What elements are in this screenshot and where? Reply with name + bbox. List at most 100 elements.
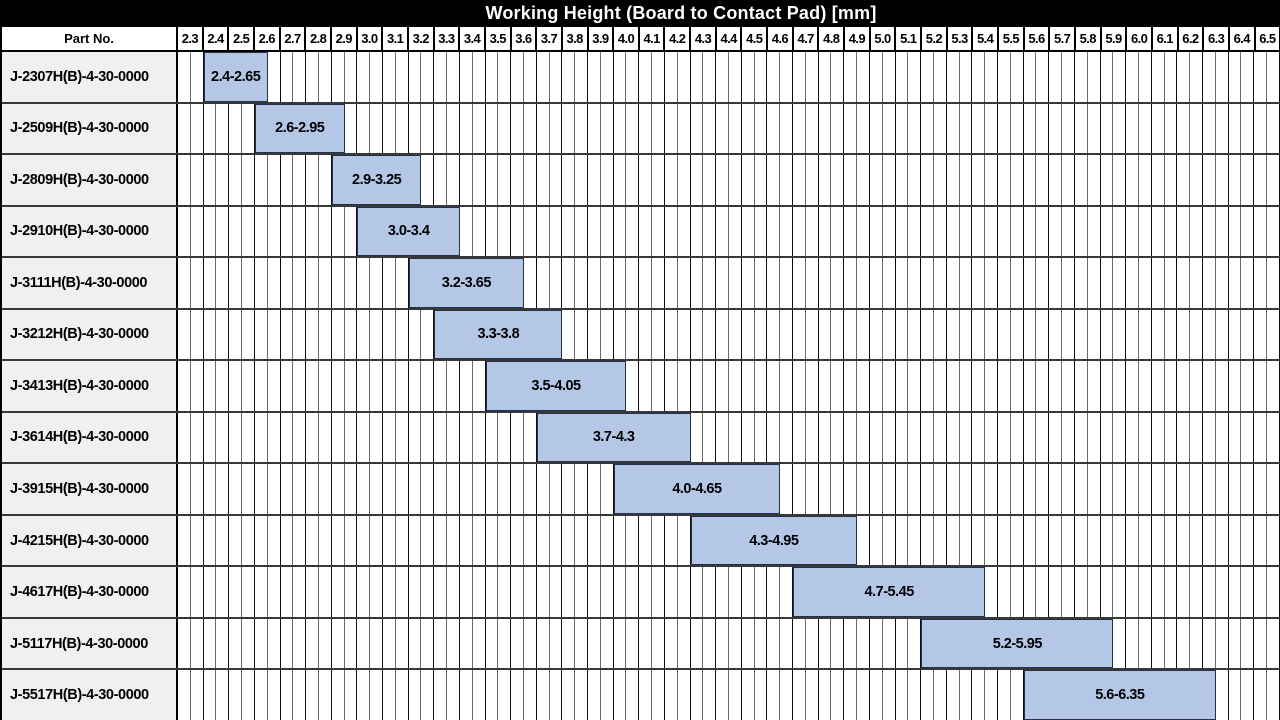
grid-line-cell	[1075, 361, 1088, 411]
grid-line-cell	[729, 103, 742, 154]
grid-line-cell	[293, 155, 307, 205]
grid-line-cell	[883, 670, 896, 720]
chart-body: J-2307H(B)-4-30-0000 2.4-2.65 J-2509H(B)-4…	[2, 52, 1280, 720]
grid-line-cell	[729, 52, 742, 102]
grid-line-cell	[588, 464, 601, 514]
grid-line-cell	[204, 103, 217, 154]
grid-line-cell	[216, 670, 230, 720]
grid-line-cell	[357, 52, 371, 102]
grid-line-cell	[447, 515, 460, 566]
grid-line-cell	[191, 412, 204, 463]
grid-line-cell	[1216, 361, 1229, 411]
grid-line-cell	[998, 361, 1011, 411]
grid-line-cell	[729, 412, 742, 463]
grid-line-cell	[1177, 155, 1191, 205]
grid-line-cell	[1203, 464, 1216, 514]
grid-line-cell	[396, 567, 409, 617]
grid-line-cell	[844, 361, 858, 411]
grid-line-cell	[883, 309, 896, 360]
grid-line-cell	[281, 567, 294, 617]
grid-line-cell	[716, 258, 729, 308]
grid-line-cell	[972, 412, 986, 463]
grid-line-cell	[934, 258, 947, 308]
grid-line-cell	[306, 618, 319, 669]
grid-line-cell	[614, 206, 627, 257]
grid-line-cell	[1049, 361, 1063, 411]
grid-line-cell	[729, 258, 742, 308]
grid-line-cell	[1216, 567, 1229, 617]
grid-line-cell	[383, 670, 396, 720]
table-row: J-3111H(B)-4-30-0000 3.2-3.65	[2, 258, 1280, 310]
grid-line-cell	[626, 309, 640, 360]
grid-line-cell	[819, 464, 832, 514]
grid-line-cell	[1165, 412, 1178, 463]
grid-line-cell	[575, 670, 588, 720]
grid-line-cell	[575, 464, 588, 514]
grid-line-cell	[1062, 567, 1075, 617]
grid-line-cell	[921, 412, 934, 463]
grid-line-cell	[972, 52, 986, 102]
range-bar: 4.7-5.45	[793, 567, 986, 617]
grid-line-cell	[562, 52, 576, 102]
grid-line-cell	[293, 412, 307, 463]
grid-line-cell	[447, 412, 460, 463]
grid-line-cell	[626, 670, 640, 720]
table-row: J-4617H(B)-4-30-0000 4.7-5.45	[2, 567, 1280, 619]
axis-tick-label: 2.5	[229, 27, 255, 50]
grid-line-cell	[652, 309, 665, 360]
grid-line-cell	[1024, 464, 1037, 514]
grid-line-cell	[1177, 206, 1191, 257]
grid-line-cell	[947, 103, 960, 154]
grid-line-cell	[1075, 206, 1088, 257]
grid-line-cell	[1229, 206, 1242, 257]
grid-line-cell	[1113, 618, 1127, 669]
grid-line-cell	[588, 515, 601, 566]
grid-line-cell	[1139, 103, 1152, 154]
grid-line-cell	[1113, 567, 1127, 617]
grid-line-cell	[716, 618, 729, 669]
grid-line-cell	[691, 670, 704, 720]
grid-line-cell	[511, 464, 524, 514]
grid-line-cell	[229, 309, 243, 360]
grid-line-cell	[473, 618, 486, 669]
grid-line-cell	[473, 464, 486, 514]
grid-line-cell	[383, 52, 396, 102]
grid-line-cell	[537, 155, 550, 205]
grid-line-cell	[934, 103, 947, 154]
grid-line-cell	[780, 258, 793, 308]
grid-line-cell	[1190, 515, 1203, 566]
grid-line-cell	[921, 515, 934, 566]
grid-line-cell	[1101, 361, 1114, 411]
grid-line-cell	[204, 567, 217, 617]
grid-line-cell	[178, 103, 191, 154]
grid-line-cell	[1190, 464, 1203, 514]
grid-line-cell	[921, 258, 934, 308]
grid-line-cell	[1011, 155, 1024, 205]
grid-line-cell	[755, 258, 768, 308]
range-bar-label: 2.4-2.65	[211, 68, 261, 85]
grid-line-cell	[537, 52, 550, 102]
grid-line-cell	[447, 361, 460, 411]
range-bar-label: 3.0-3.4	[387, 223, 430, 240]
grid-line-cell	[511, 412, 524, 463]
grid-line-cell	[870, 670, 883, 720]
grid-line-cell	[550, 618, 563, 669]
grid-line-cell	[1216, 258, 1229, 308]
grid-line-cell	[985, 52, 998, 102]
grid-line-cell	[319, 309, 332, 360]
grid-line-cell	[383, 258, 396, 308]
grid-line-cell	[191, 670, 204, 720]
grid-line-cell	[524, 103, 537, 154]
axis-tick-label: 5.4	[973, 27, 999, 50]
grid-line-cell	[1177, 52, 1191, 102]
grid-line-cell	[498, 670, 512, 720]
grid-line-cell	[742, 412, 755, 463]
grid-line-cell	[1254, 412, 1268, 463]
grid-line-cell	[767, 206, 781, 257]
grid-line-cell	[1139, 515, 1152, 566]
grid-line-cell	[985, 670, 998, 720]
grid-line-cell	[396, 618, 409, 669]
grid-line-cell	[1049, 309, 1063, 360]
grid-line-cell	[793, 155, 806, 205]
grid-line-cell	[998, 258, 1011, 308]
